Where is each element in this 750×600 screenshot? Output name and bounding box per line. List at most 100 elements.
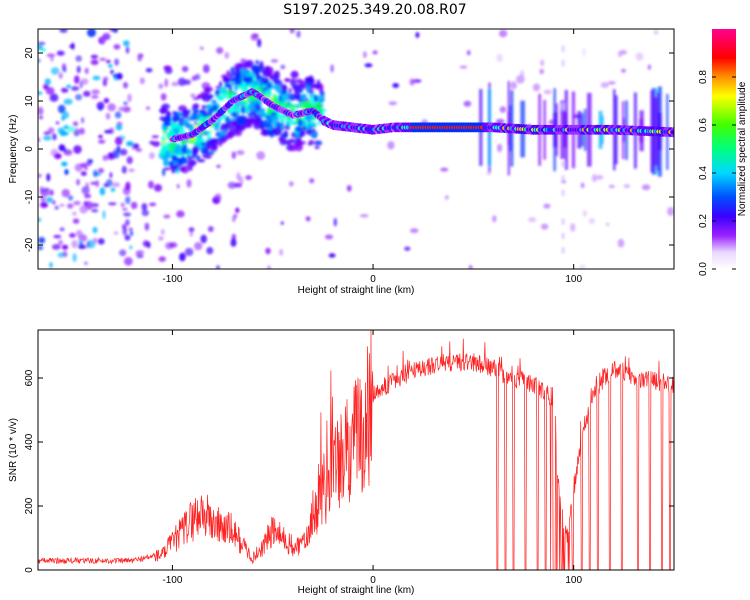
colorbar-tick-label: 0.6 (698, 118, 709, 132)
spectrogram-cell (289, 139, 297, 143)
spectrogram-streak (561, 175, 565, 182)
spectrogram-cell (45, 87, 55, 95)
spectrogram-cell (372, 50, 378, 55)
spectrogram-cell (588, 218, 596, 224)
spectrogram-cell (186, 163, 195, 167)
spectrogram-cell (104, 129, 113, 134)
spectrogram-cell (227, 181, 237, 189)
spectrogram-cell (540, 223, 549, 230)
spectrogram-cell (113, 44, 121, 50)
spectrogram-cell (261, 77, 268, 86)
spectrogram-cell (62, 111, 70, 119)
spectrogram-cell (57, 127, 65, 134)
spectrogram-x-ticks: -100 0 100 (162, 29, 582, 285)
spectrogram-cell (123, 257, 133, 266)
spectrogram-cell (310, 123, 315, 129)
spectrogram-cell (264, 119, 268, 124)
spectrogram-cell (88, 159, 94, 164)
spectrogram-cell (268, 120, 272, 124)
spectrogram-cell (38, 237, 46, 244)
spectrogram-cell (109, 29, 115, 32)
spectrogram-cell (79, 205, 88, 214)
spectrogram-cell (486, 171, 491, 176)
spectrogram-cell (189, 114, 194, 119)
spectrogram-cell (177, 77, 187, 86)
spectrogram-cell (38, 217, 42, 222)
spectrogram-cell (617, 238, 625, 248)
spectrogram-cell (194, 242, 203, 251)
spectrogram-cell (236, 172, 241, 181)
y-tick-label: 0 (24, 146, 35, 152)
spectrogram-cell (43, 83, 49, 90)
spectrogram-cell (46, 173, 51, 182)
spectrogram-cell (53, 234, 62, 239)
spectrogram-cell (267, 129, 273, 136)
spectrogram-cell (92, 226, 98, 234)
spectrogram-cell (61, 251, 68, 258)
spectrogram-cell (179, 252, 186, 262)
colorbar-ticks: 0.0 0.2 0.4 0.6 0.8 (698, 70, 736, 276)
spectrogram-cell (40, 186, 44, 193)
spectrogram-cell (141, 203, 148, 211)
spectrogram-cell (122, 226, 128, 236)
spectrogram-cell (79, 127, 85, 135)
spectrogram-cell (251, 65, 261, 73)
spectrogram-cell (235, 207, 240, 214)
spectrogram-cell (294, 142, 303, 152)
spectrogram-cell (50, 54, 54, 62)
spectrogram-cell (182, 119, 190, 127)
spectrogram-cell (76, 65, 81, 74)
colorbar-tick-label: 0.0 (698, 262, 709, 276)
spectrogram-cell (247, 112, 252, 118)
spectrogram-cell (40, 201, 49, 208)
spectrogram-cell (200, 91, 207, 97)
spectrogram-cell (81, 117, 85, 124)
spectrogram-cell (346, 185, 352, 192)
spectrogram-cell (255, 75, 265, 82)
spectrogram-cell (128, 168, 135, 173)
spectrogram-cell (149, 140, 155, 145)
spectrogram-cell (276, 110, 280, 118)
spectrogram-streak (561, 103, 565, 110)
spectrogram-cell (61, 244, 69, 250)
spectrogram-cell (55, 121, 60, 125)
spectrogram-cell (249, 104, 256, 112)
spectrogram-cell (72, 121, 79, 127)
spectrogram-cell (528, 217, 537, 223)
spectrogram-cell (38, 58, 41, 63)
spectrogram-cell (205, 151, 215, 156)
spectrogram-cell (284, 78, 291, 82)
spectrogram-cell (172, 160, 179, 166)
spectrogram-cell (59, 227, 65, 232)
spectrogram-cell (186, 179, 192, 188)
spectrogram-cell (608, 184, 615, 189)
spectrogram-cell (83, 90, 91, 97)
spectrogram-cell (132, 143, 140, 149)
spectrogram-cell (158, 236, 164, 241)
spectrogram-cell (233, 85, 239, 91)
spectrogram-cell (190, 93, 196, 98)
spectrogram-cell (122, 207, 128, 211)
spectrogram-cell (324, 234, 334, 240)
spectrogram-cell (105, 112, 111, 120)
spectrogram-cell (228, 84, 233, 92)
spectrogram-cell (38, 173, 42, 178)
spectrogram-cell (84, 193, 92, 199)
spectrogram-cell (205, 143, 210, 152)
spectrogram-cell (171, 122, 176, 128)
spectrogram-cell (49, 262, 53, 268)
colorbar-gradient (712, 29, 736, 269)
spectrogram-cell (579, 264, 586, 269)
spectrogram-cell (216, 164, 221, 168)
spectrogram-cell (67, 126, 76, 133)
x-tick-label: 100 (565, 274, 582, 285)
spectrogram-cell (163, 65, 172, 71)
y-tick-label: 600 (24, 369, 35, 386)
colorbar-label: Normalized spectral amplitude (737, 81, 748, 216)
spectrogram-cell (271, 117, 278, 126)
spectrogram-cell (204, 86, 214, 92)
y-tick-label: 0 (24, 567, 35, 573)
spectrogram-cell (621, 68, 626, 73)
spectrogram-cell (67, 203, 74, 209)
spectrogram-cell (192, 103, 200, 109)
